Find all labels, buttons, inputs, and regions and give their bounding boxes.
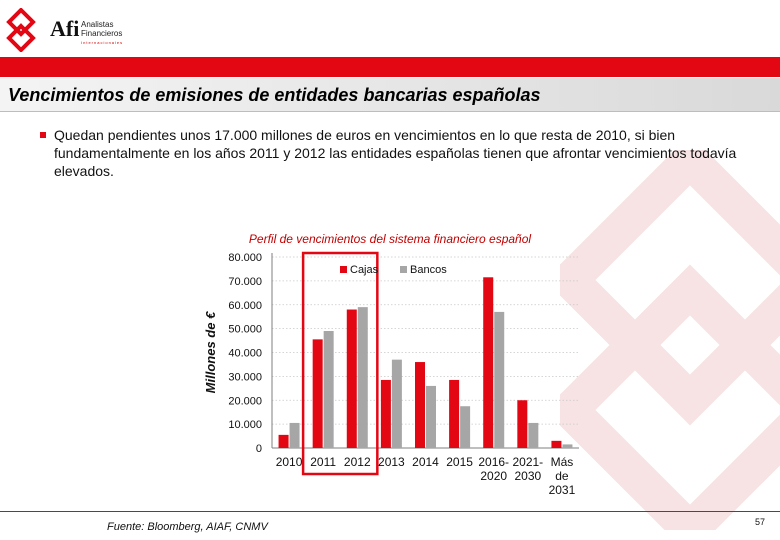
logo-subtitle: Analistas Financieros Internacionales xyxy=(81,20,123,47)
legend-swatch-bancos xyxy=(400,266,407,273)
bar-cajas-2015 xyxy=(449,379,460,448)
bar-cajas-2014 xyxy=(415,362,425,448)
bar-bancos-2016-2020 xyxy=(494,311,505,448)
bar-cajas-2010 xyxy=(278,434,289,448)
y-tick-label: 70.000 xyxy=(228,276,262,288)
bar-cajas-2016-2020 xyxy=(483,277,494,448)
bar-bancos-2010 xyxy=(289,422,300,448)
x-tick-label: 2010 xyxy=(276,455,303,469)
maturity-chart: Perfil de vencimientos del sistema finan… xyxy=(203,232,579,497)
bar-bancos-2015 xyxy=(460,406,471,448)
bar-cajas-2021-2030 xyxy=(517,400,528,448)
x-tick-label: 2030 xyxy=(514,469,541,483)
x-tick-label: 2031 xyxy=(549,483,576,497)
bar-bancos-2013 xyxy=(391,359,402,448)
chart-title: Perfil de vencimientos del sistema finan… xyxy=(249,232,531,246)
x-tick-label: de xyxy=(555,469,569,483)
y-tick-label: 50.000 xyxy=(228,324,262,336)
source-note: Fuente: Bloomberg, AIAF, CNMV xyxy=(107,521,268,533)
y-tick-label: 10.000 xyxy=(228,419,262,431)
bar-bancos-2014 xyxy=(426,385,436,448)
logo-sub-line-3: Internacionales xyxy=(81,40,124,45)
title-band: Vencimientos de emisiones de entidades b… xyxy=(0,78,780,112)
bar-cajas-2011 xyxy=(312,339,323,448)
slide-title: Vencimientos de emisiones de entidades b… xyxy=(8,85,541,105)
y-tick-label: 40.000 xyxy=(228,348,262,360)
y-tick-label: 80.000 xyxy=(228,252,262,264)
logo-word: Afi xyxy=(50,16,80,41)
bar-bancos-2021-2030 xyxy=(528,422,539,448)
x-tick-label: Más xyxy=(551,455,574,469)
x-tick-label: 2013 xyxy=(378,455,405,469)
x-tick-label: 2014 xyxy=(412,455,439,469)
x-tick-label: 2012 xyxy=(344,455,371,469)
y-tick-label: 30.000 xyxy=(228,371,262,383)
watermark-knot-icon xyxy=(560,150,780,530)
y-tick-label: 60.000 xyxy=(228,300,262,312)
bar-bancos-2012 xyxy=(357,307,368,448)
bullet-text: Quedan pendientes unos 17.000 millones d… xyxy=(54,127,737,179)
bar-cajas-2012 xyxy=(346,309,357,448)
bullet-marker-icon xyxy=(40,132,46,138)
legend-swatch-cajas xyxy=(340,266,347,273)
afi-logo: Afi Analistas Financieros Internacionale… xyxy=(6,6,146,52)
x-tick-label: 2020 xyxy=(480,469,507,483)
legend-label-cajas: Cajas xyxy=(350,264,379,276)
afi-knot-icon xyxy=(6,8,36,52)
y-tick-label: 0 xyxy=(256,443,262,455)
header-red-bar xyxy=(0,57,780,77)
x-tick-label: 2011 xyxy=(310,455,336,469)
x-tick-label: 2015 xyxy=(446,455,473,469)
page-number: 57 xyxy=(755,517,766,527)
bar-cajas-másde2031 xyxy=(551,440,562,448)
bullet-point: Quedan pendientes unos 17.000 millones d… xyxy=(40,126,750,180)
highlight-box-2011-2012 xyxy=(301,251,379,476)
bar-bancos-másde2031 xyxy=(562,444,573,448)
y-tick-label: 20.000 xyxy=(228,395,262,407)
legend-label-bancos: Bancos xyxy=(410,264,447,276)
y-axis-label: Millones de € xyxy=(203,311,218,393)
x-tick-label: 2021- xyxy=(512,455,543,469)
bar-cajas-2013 xyxy=(380,379,391,448)
footer-divider xyxy=(0,511,780,512)
x-tick-label: 2016- xyxy=(478,455,509,469)
logo-sub-line-1: Analistas xyxy=(81,20,114,29)
logo-sub-line-2: Financieros xyxy=(81,29,123,38)
bar-bancos-2011 xyxy=(323,331,334,448)
